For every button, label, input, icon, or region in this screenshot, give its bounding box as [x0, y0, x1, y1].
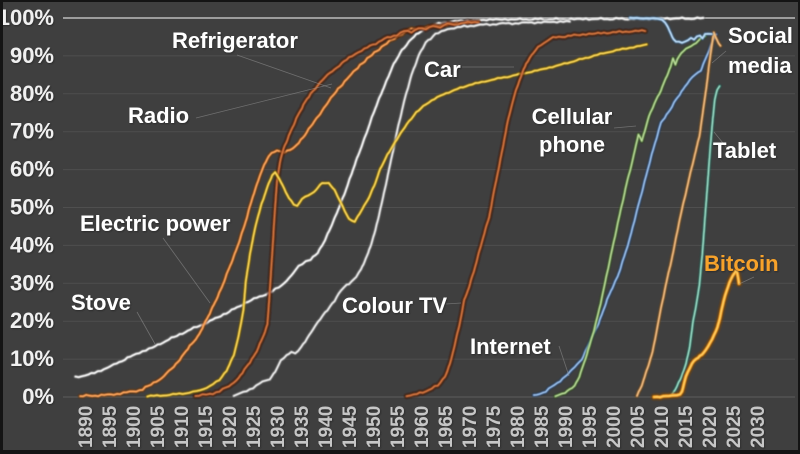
svg-text:0%: 0%	[22, 384, 54, 409]
svg-text:1940: 1940	[316, 406, 337, 448]
svg-text:1970: 1970	[460, 406, 481, 448]
svg-text:2000: 2000	[604, 406, 625, 448]
svg-text:2025: 2025	[724, 405, 745, 448]
svg-text:1965: 1965	[436, 405, 457, 448]
svg-text:2030: 2030	[748, 406, 769, 448]
svg-text:2010: 2010	[652, 406, 673, 448]
svg-text:1990: 1990	[556, 406, 577, 448]
svg-text:1925: 1925	[244, 405, 265, 448]
svg-text:1980: 1980	[508, 406, 529, 448]
svg-text:Electric power: Electric power	[80, 211, 231, 236]
svg-text:80%: 80%	[10, 81, 54, 106]
svg-text:40%: 40%	[10, 232, 54, 257]
svg-text:Refrigerator: Refrigerator	[172, 28, 298, 53]
svg-text:1905: 1905	[148, 405, 169, 448]
svg-text:1950: 1950	[364, 406, 385, 448]
svg-text:2005: 2005	[628, 405, 649, 448]
svg-text:Tablet: Tablet	[713, 138, 777, 163]
svg-text:1890: 1890	[76, 406, 97, 448]
svg-text:1995: 1995	[580, 405, 601, 448]
svg-text:1915: 1915	[196, 405, 217, 448]
svg-text:1955: 1955	[388, 405, 409, 448]
svg-text:media: media	[728, 53, 792, 78]
svg-text:10%: 10%	[10, 346, 54, 371]
svg-text:phone: phone	[539, 132, 605, 157]
svg-text:70%: 70%	[10, 119, 54, 144]
svg-text:90%: 90%	[10, 43, 54, 68]
svg-text:50%: 50%	[10, 195, 54, 220]
svg-text:30%: 30%	[10, 270, 54, 295]
svg-text:Cellular: Cellular	[532, 104, 613, 129]
svg-text:Stove: Stove	[71, 290, 131, 315]
svg-text:1895: 1895	[100, 405, 121, 448]
svg-text:2020: 2020	[700, 406, 721, 448]
svg-text:100%: 100%	[0, 5, 54, 30]
svg-text:1985: 1985	[532, 405, 553, 448]
svg-text:2015: 2015	[676, 405, 697, 448]
svg-text:Internet: Internet	[470, 334, 551, 359]
svg-text:1945: 1945	[340, 405, 361, 448]
svg-text:Colour TV: Colour TV	[342, 293, 447, 318]
svg-text:1960: 1960	[412, 406, 433, 448]
svg-text:60%: 60%	[10, 157, 54, 182]
svg-text:Car: Car	[424, 57, 461, 82]
svg-text:Bitcoin: Bitcoin	[704, 251, 779, 276]
svg-text:1900: 1900	[124, 406, 145, 448]
svg-text:20%: 20%	[10, 308, 54, 333]
svg-text:1975: 1975	[484, 405, 505, 448]
svg-text:1930: 1930	[268, 406, 289, 448]
svg-text:Social: Social	[728, 23, 793, 48]
svg-text:Radio: Radio	[128, 103, 189, 128]
svg-text:1910: 1910	[172, 406, 193, 448]
svg-text:1920: 1920	[220, 406, 241, 448]
svg-text:1935: 1935	[292, 405, 313, 448]
